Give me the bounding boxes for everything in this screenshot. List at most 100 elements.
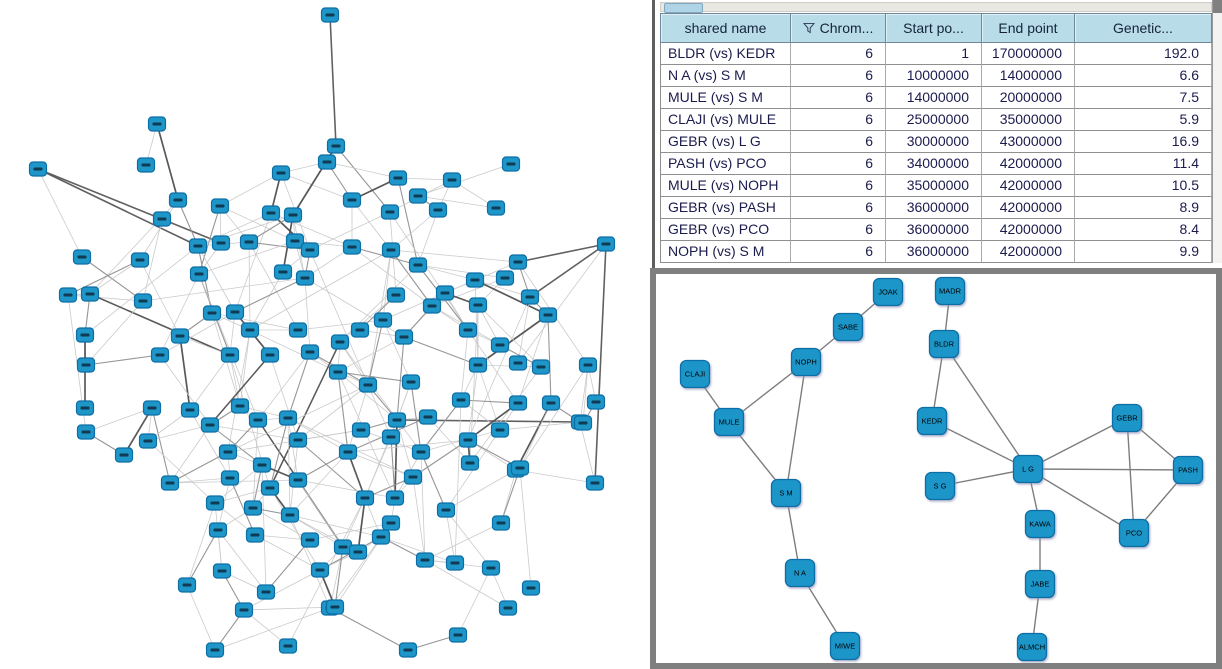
table-horizontal-scrollbar[interactable] (660, 2, 1212, 13)
subnetwork-node-madr[interactable]: MADR (934, 276, 966, 306)
column-header-3[interactable]: End point (982, 13, 1075, 43)
table-cell[interactable]: 6 (791, 109, 886, 131)
vscrollbar-top-cap[interactable] (1213, 0, 1222, 13)
subnetwork-node-pco[interactable]: PCO (1118, 518, 1150, 548)
subnetwork-node-almch[interactable]: ALMCH (1016, 632, 1048, 662)
table-cell[interactable]: 36000000 (886, 219, 982, 241)
subnetwork-node-noph[interactable]: NOPH (790, 347, 822, 377)
subnetwork-node-n-a[interactable]: N A (784, 558, 816, 588)
table-cell[interactable]: 34000000 (886, 153, 982, 175)
filter-icon[interactable] (802, 15, 815, 42)
table-row[interactable]: GEBR (vs) PCO 6 36000000 42000000 8.4 (660, 219, 1212, 241)
subnetwork-node-pash[interactable]: PASH (1172, 455, 1204, 485)
table-row[interactable]: MULE (vs) NOPH 6 35000000 42000000 10.5 (660, 175, 1212, 197)
table-cell[interactable]: 11.4 (1075, 153, 1212, 175)
subnetwork-node-kawa[interactable]: KAWA (1024, 509, 1056, 539)
table-row[interactable]: N A (vs) S M 6 10000000 14000000 6.6 (660, 65, 1212, 87)
table-cell[interactable]: 10.5 (1075, 175, 1212, 197)
table-cell[interactable]: PASH (vs) PCO (660, 153, 791, 175)
table-row[interactable]: GEBR (vs) L G 6 30000000 43000000 16.9 (660, 131, 1212, 153)
table-cell[interactable]: 10000000 (886, 65, 982, 87)
table-row[interactable]: PASH (vs) PCO 6 34000000 42000000 11.4 (660, 153, 1212, 175)
table-cell[interactable]: 16.9 (1075, 131, 1212, 153)
table-cell[interactable]: 14000000 (886, 87, 982, 109)
table-cell[interactable]: 8.9 (1075, 197, 1212, 219)
table-cell[interactable]: 6 (791, 197, 886, 219)
table-cell[interactable]: 6.6 (1075, 65, 1212, 87)
table-cell[interactable]: 8.4 (1075, 219, 1212, 241)
table-cell[interactable]: 192.0 (1075, 43, 1212, 65)
table-cell[interactable]: 6 (791, 131, 886, 153)
overview-edge (186, 502, 216, 586)
table-cell[interactable]: 6 (791, 219, 886, 241)
table-row[interactable]: CLAJI (vs) MULE 6 25000000 35000000 5.9 (660, 109, 1212, 131)
table-cell[interactable]: 170000000 (982, 43, 1075, 65)
column-header-0[interactable]: shared name (660, 13, 791, 43)
hscrollbar-thumb[interactable] (664, 3, 703, 13)
table-cell[interactable]: 35000000 (886, 175, 982, 197)
subnetwork-canvas[interactable]: JOAK MADR SABE BLDR NOPH CLAJI MULE KEDR GEBR L G… (656, 274, 1216, 663)
table-cell[interactable]: CLAJI (vs) MULE (660, 109, 791, 131)
subnetwork-node-kedr[interactable]: KEDR (916, 406, 948, 436)
table-row[interactable]: BLDR (vs) KEDR 6 1 170000000 192.0 (660, 43, 1212, 65)
table-cell[interactable]: 42000000 (982, 175, 1075, 197)
subnetwork-edge (1027, 468, 1189, 471)
table-cell[interactable]: GEBR (vs) L G (660, 131, 791, 153)
table-vertical-scrollbar[interactable] (1212, 0, 1222, 263)
table-cell[interactable]: 25000000 (886, 109, 982, 131)
table-cell[interactable]: BLDR (vs) KEDR (660, 43, 791, 65)
subnetwork-node-label: BLDR (934, 340, 955, 349)
table-cell[interactable]: 30000000 (886, 131, 982, 153)
table-cell[interactable]: 6 (791, 43, 886, 65)
table-cell[interactable]: 43000000 (982, 131, 1075, 153)
subnetwork-node-miwe[interactable]: MIWE (829, 631, 861, 661)
table-cell[interactable]: 42000000 (982, 153, 1075, 175)
column-header-1[interactable]: Chrom... (791, 13, 886, 43)
table-cell[interactable]: 20000000 (982, 87, 1075, 109)
table-cell[interactable]: 35000000 (982, 109, 1075, 131)
overview-node-label-glyph (473, 363, 483, 367)
subnetwork-node-claji[interactable]: CLAJI (679, 359, 711, 389)
overview-edge (397, 177, 419, 266)
table-cell[interactable]: 6 (791, 241, 886, 263)
subnetwork-node-gebr[interactable]: GEBR (1111, 403, 1143, 433)
table-cell[interactable]: N A (vs) S M (660, 65, 791, 87)
table-row[interactable]: MULE (vs) S M 6 14000000 20000000 7.5 (660, 87, 1212, 109)
table-cell[interactable]: 36000000 (886, 241, 982, 263)
overview-network-canvas[interactable] (0, 0, 650, 669)
table-cell[interactable]: 36000000 (886, 197, 982, 219)
table-row[interactable]: GEBR (vs) PASH 6 36000000 42000000 8.9 (660, 197, 1212, 219)
table-cell[interactable]: 6 (791, 65, 886, 87)
table-cell[interactable]: 42000000 (982, 197, 1075, 219)
overview-edge (390, 249, 519, 263)
table-cell[interactable]: 6 (791, 175, 886, 197)
subnetwork-node-joak[interactable]: JOAK (872, 277, 904, 307)
table-cell[interactable]: 6 (791, 153, 886, 175)
subnetwork-node-s-g[interactable]: S G (924, 471, 956, 501)
subnetwork-node-l-g[interactable]: L G (1012, 454, 1044, 484)
table-cell[interactable]: 5.9 (1075, 109, 1212, 131)
table-cell[interactable]: 14000000 (982, 65, 1075, 87)
overview-network-panel[interactable] (0, 0, 650, 669)
subnetwork-node-mule[interactable]: MULE (713, 407, 745, 437)
overview-node-label-glyph (496, 521, 506, 525)
table-cell[interactable]: 42000000 (982, 241, 1075, 263)
table-cell[interactable]: 42000000 (982, 219, 1075, 241)
column-header-2[interactable]: Start po... (886, 13, 982, 43)
subnetwork-node-jabe[interactable]: JABE (1024, 569, 1056, 599)
table-cell[interactable]: 7.5 (1075, 87, 1212, 109)
table-cell[interactable]: MULE (vs) S M (660, 87, 791, 109)
table-cell[interactable]: 6 (791, 87, 886, 109)
subnetwork-node-s-m[interactable]: S M (770, 478, 802, 508)
subnetwork-node-bldr[interactable]: BLDR (928, 329, 960, 359)
table-cell[interactable]: NOPH (vs) S M (660, 241, 791, 263)
table-cell[interactable]: GEBR (vs) PCO (660, 219, 791, 241)
column-header-4[interactable]: Genetic... (1075, 13, 1212, 43)
table-cell[interactable]: 1 (886, 43, 982, 65)
subnetwork-canvas-area[interactable]: JOAK MADR SABE BLDR NOPH CLAJI MULE KEDR GEBR L G… (656, 274, 1216, 663)
table-cell[interactable]: 9.9 (1075, 241, 1212, 263)
table-row[interactable]: NOPH (vs) S M 6 36000000 42000000 9.9 (660, 241, 1212, 263)
subnetwork-node-sabe[interactable]: SABE (832, 312, 864, 342)
table-cell[interactable]: GEBR (vs) PASH (660, 197, 791, 219)
table-cell[interactable]: MULE (vs) NOPH (660, 175, 791, 197)
